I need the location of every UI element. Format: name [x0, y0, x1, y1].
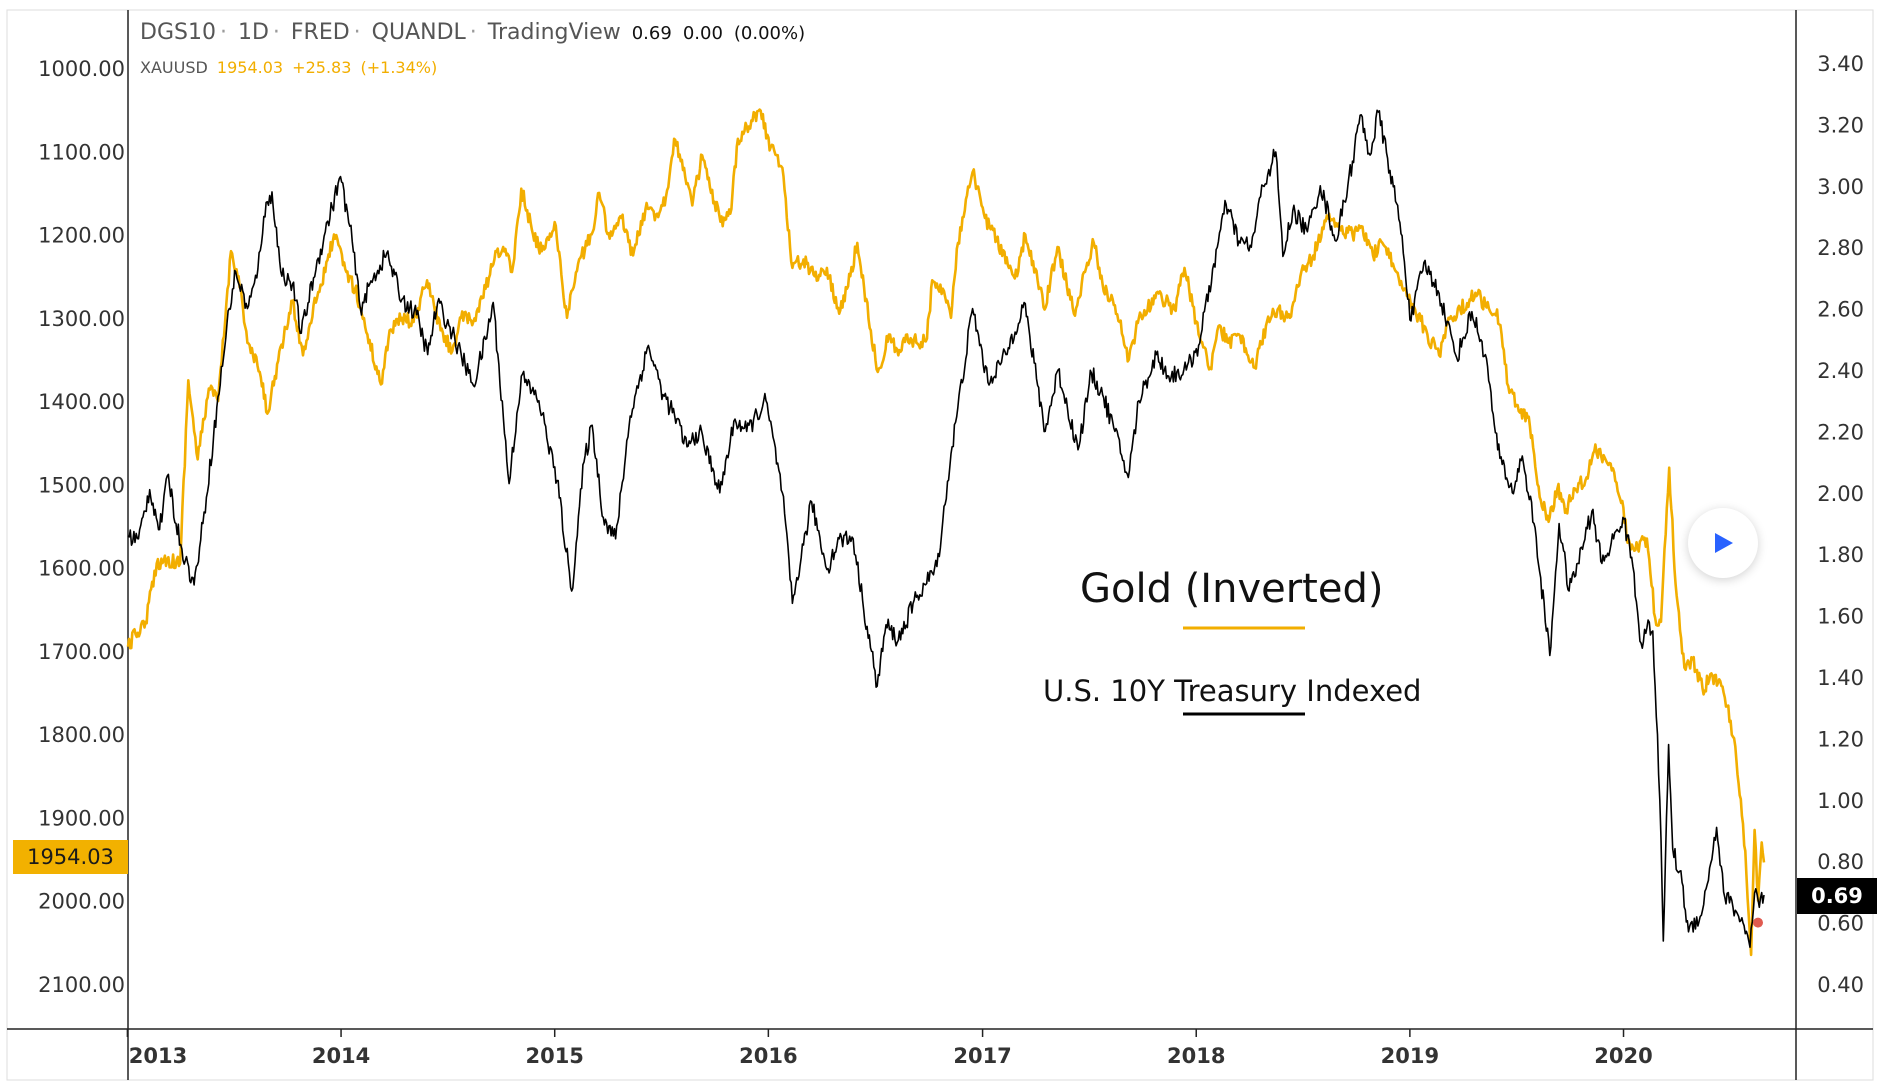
right-axis-tick-label: 2.80 — [1817, 236, 1864, 260]
time-axis-tick-label: 2017 — [953, 1044, 1011, 1068]
left-axis-tick-label: 1200.00 — [38, 224, 125, 248]
annotation-title: Gold (Inverted) — [1080, 566, 1384, 612]
legend-separator: · — [219, 20, 227, 45]
right-axis-ticks: 3.40 3.20 3.00 2.80 2.60 2.40 2.20 2.00 1.80 1.60… — [1817, 52, 1864, 997]
left-axis-tick-label: 1800.00 — [38, 723, 125, 747]
right-axis-tick-label: 1.40 — [1817, 666, 1864, 690]
right-axis-tick-label: 3.40 — [1817, 52, 1864, 76]
legend-interval: 1D — [237, 20, 269, 45]
series-line-dgs10 — [127, 109, 1765, 949]
time-axis-ticks: 2013 2014 2015 2016 2017 2018 2019 2020 — [126, 1029, 1653, 1068]
time-axis-tick-label: 2014 — [312, 1044, 370, 1068]
legend-separator: · — [469, 20, 477, 45]
legend-primary-value: 0.69 — [631, 23, 672, 44]
legend-secondary-change-pct: (+1.34%) — [360, 58, 438, 77]
right-axis-tick-label: 3.20 — [1817, 113, 1864, 137]
time-axis-tick-label: 2013 — [129, 1044, 187, 1068]
legend-separator: · — [272, 20, 280, 45]
time-axis-tick-label: 2019 — [1381, 1044, 1439, 1068]
series-line-xauusd — [126, 108, 1766, 957]
legend-secondary: XAUUSD 1954.03 +25.83 (+1.34%) — [140, 58, 441, 77]
legend-secondary-symbol[interactable]: XAUUSD — [140, 58, 208, 77]
right-axis-tick-label: 0.60 — [1817, 912, 1864, 936]
right-axis-tick-label: 0.80 — [1817, 850, 1864, 874]
left-axis-ticks: 1000.00 1100.00 1200.00 1300.00 1400.00 1500.… — [38, 57, 125, 997]
gold-last-price-tag: 1954.03 — [13, 840, 128, 874]
right-axis-tick-label: 1.60 — [1817, 605, 1864, 629]
time-axis-tick-label: 2016 — [739, 1044, 797, 1068]
right-axis-tick-label: 2.00 — [1817, 482, 1864, 506]
legend-brand: TradingView — [487, 20, 621, 45]
left-axis-tick-label: 1000.00 — [38, 57, 125, 81]
legend-primary-change: 0.00 — [682, 23, 723, 44]
left-axis-tick-label: 2000.00 — [38, 890, 125, 914]
right-axis-tick-label: 1.20 — [1817, 727, 1864, 751]
right-axis-tick-label: 1.00 — [1817, 789, 1864, 813]
legend-separator: · — [353, 20, 361, 45]
right-axis-tick-label: 1.80 — [1817, 543, 1864, 567]
legend-secondary-change: +25.83 — [292, 58, 352, 77]
right-axis-tick-label: 2.60 — [1817, 298, 1864, 322]
yield-last-price-tag: 0.69 — [1797, 878, 1877, 914]
annotation-subtitle: U.S. 10Y Treasury Indexed — [1043, 674, 1422, 708]
legend-primary-change-pct: (0.00%) — [733, 23, 806, 44]
time-axis-tick-label: 2015 — [525, 1044, 583, 1068]
play-button[interactable] — [1688, 508, 1758, 578]
left-axis-tick-label: 2100.00 — [38, 973, 125, 997]
right-axis-tick-label: 0.40 — [1817, 973, 1864, 997]
chart-frame — [6, 9, 1874, 1081]
last-point-marker — [1753, 917, 1763, 928]
left-axis-tick-label: 1100.00 — [38, 140, 125, 164]
time-axis-tick-label: 2020 — [1594, 1044, 1652, 1068]
right-axis-tick-label: 3.00 — [1817, 175, 1864, 199]
legend-symbol[interactable]: DGS10 — [140, 20, 216, 45]
left-axis-tick-label: 1900.00 — [38, 806, 125, 830]
left-axis-tick-label: 1300.00 — [38, 307, 125, 331]
series-layer — [126, 108, 1766, 957]
left-axis-tick-label: 1400.00 — [38, 390, 125, 414]
time-axis-tick-label: 2018 — [1167, 1044, 1225, 1068]
right-axis-tick-label: 2.20 — [1817, 420, 1864, 444]
legend-source-fred: FRED — [290, 20, 350, 45]
right-axis-tick-label: 2.40 — [1817, 359, 1864, 383]
legend-secondary-value: 1954.03 — [216, 58, 284, 77]
left-axis-tick-label: 1500.00 — [38, 473, 125, 497]
legend-primary: DGS10 · 1D · FRED · QUANDL · TradingView 0.6… — [140, 20, 809, 45]
left-axis-tick-label: 1700.00 — [38, 640, 125, 664]
legend-source-quandl: QUANDL — [371, 20, 466, 45]
play-icon — [1715, 533, 1733, 553]
left-axis-tick-label: 1600.00 — [38, 557, 125, 581]
